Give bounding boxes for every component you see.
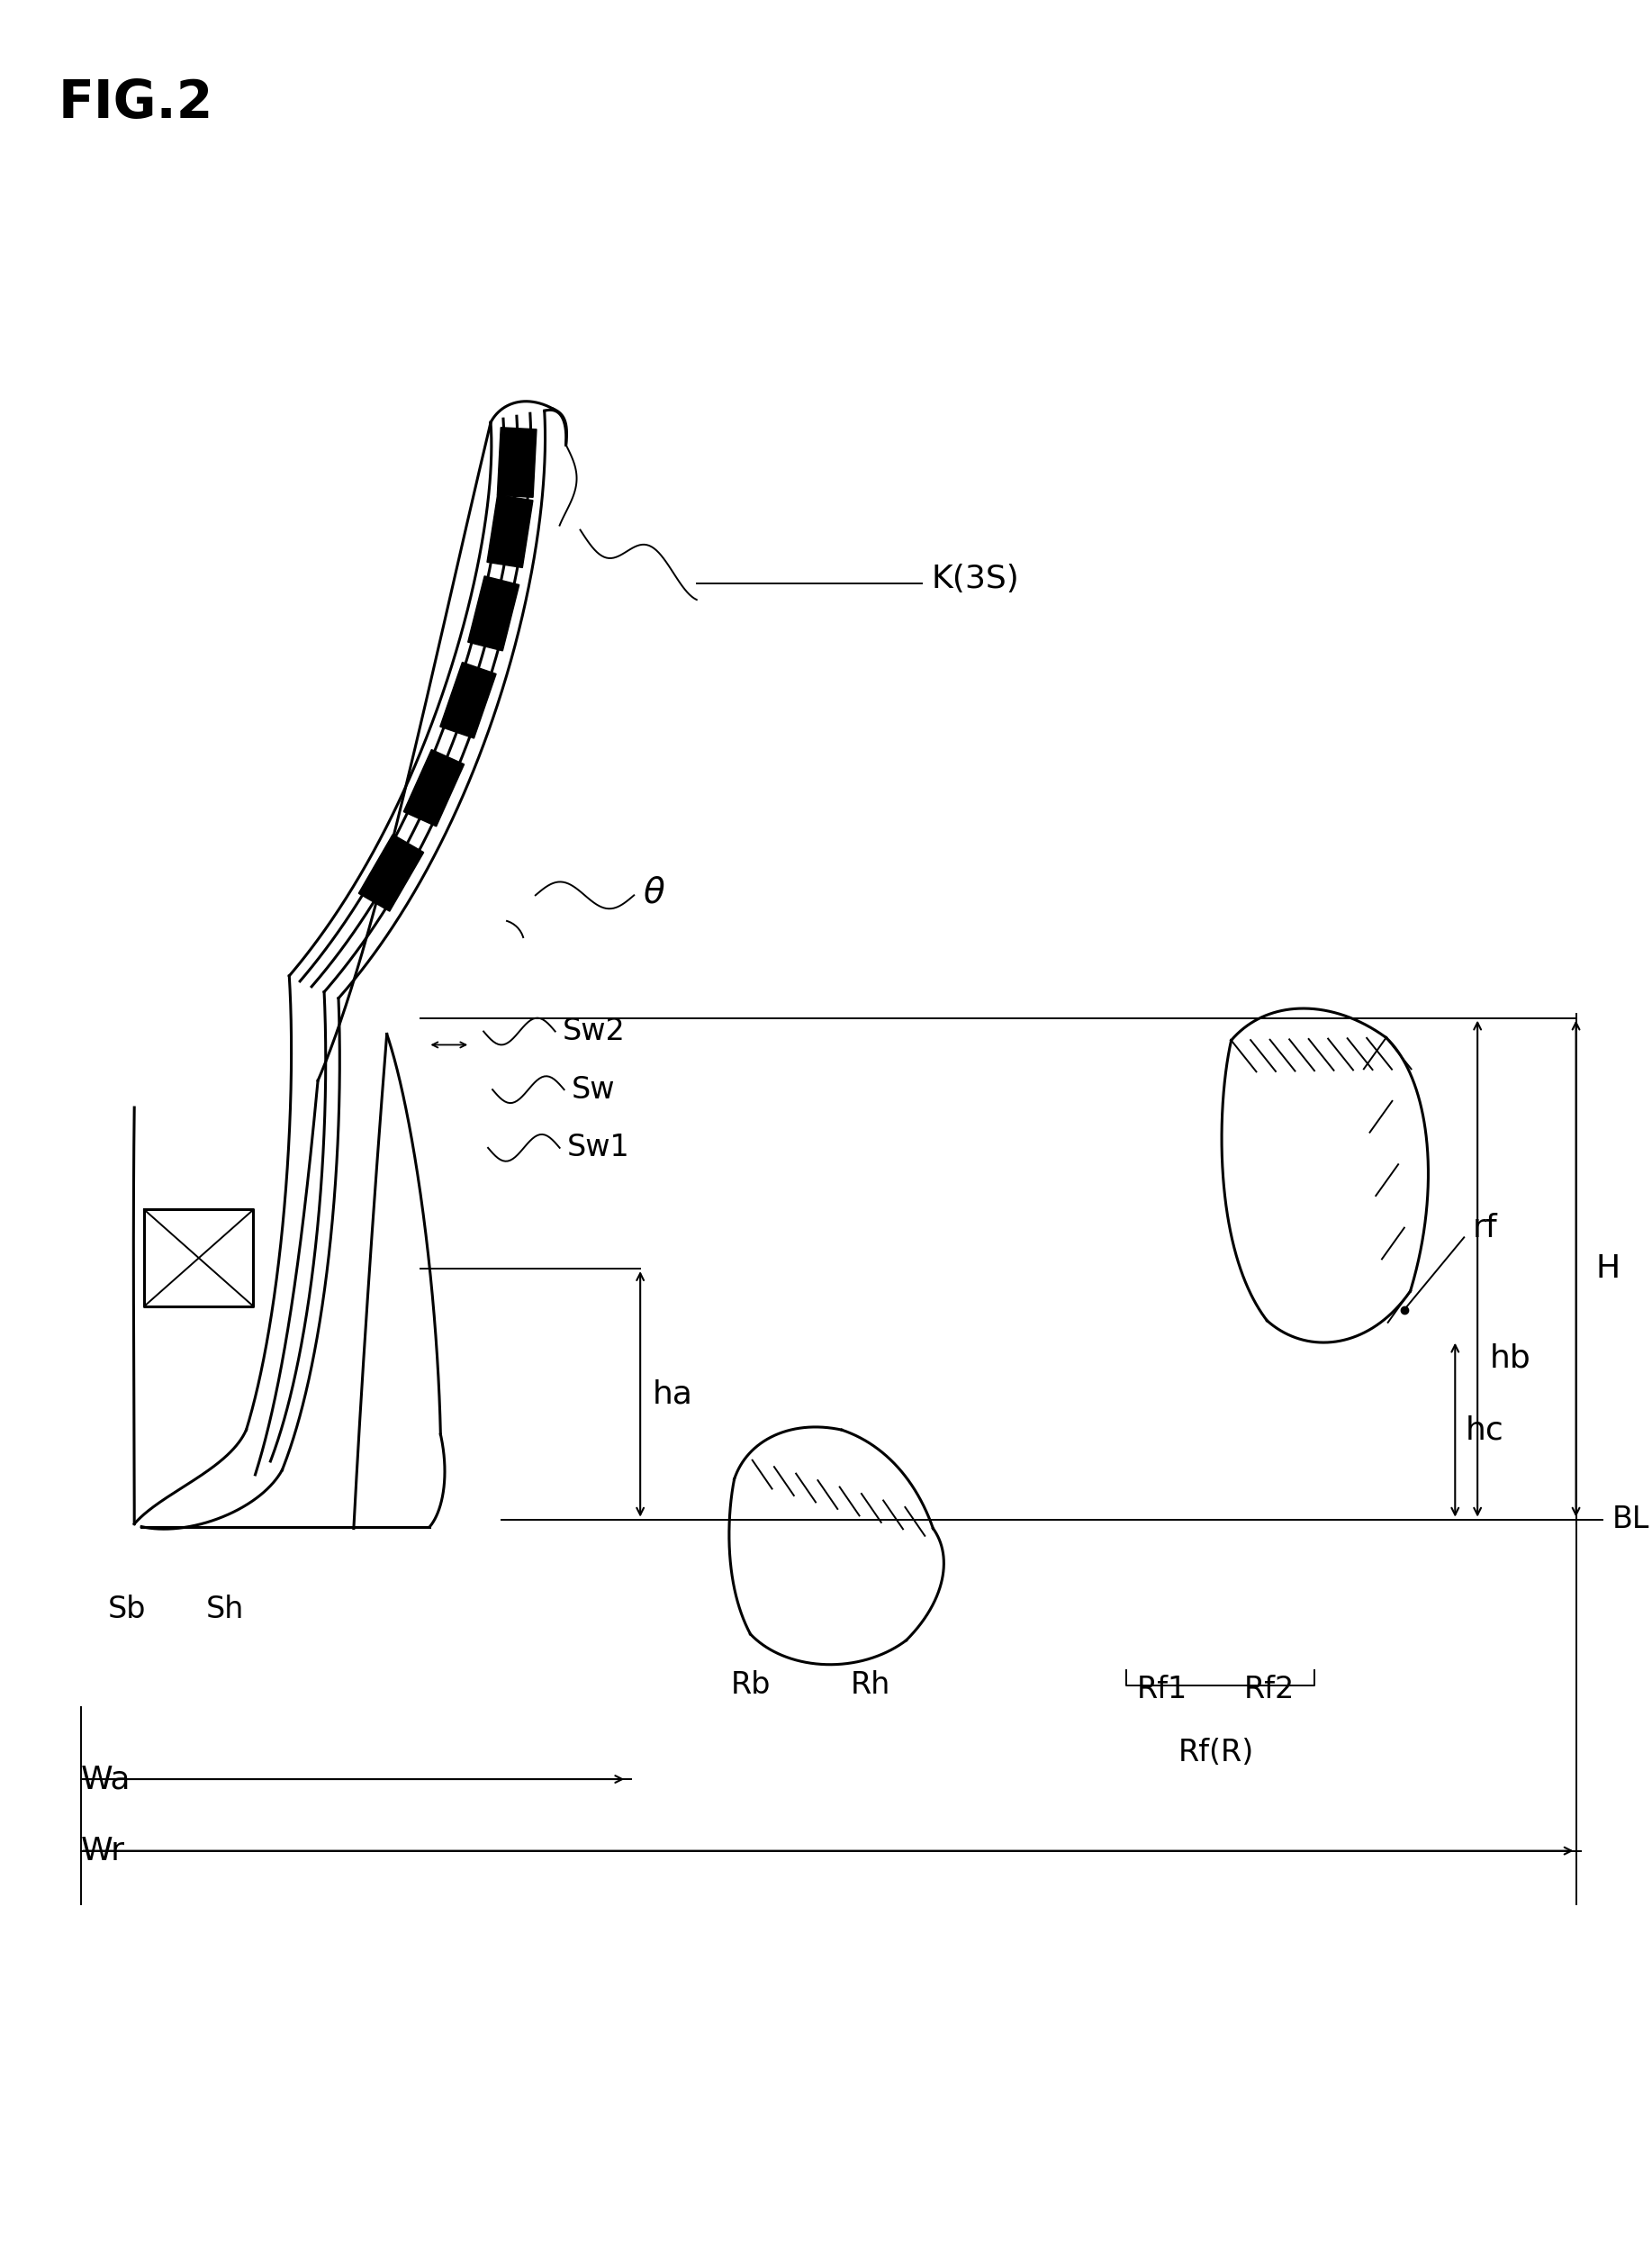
Polygon shape [487,495,534,567]
Text: Rb: Rb [730,1670,770,1701]
Text: θ: θ [643,876,664,910]
Text: Sw1: Sw1 [567,1134,629,1163]
Text: Rf2: Rf2 [1244,1674,1295,1705]
Text: K(3S): K(3S) [932,565,1019,594]
Text: FIG.2: FIG.2 [58,78,213,130]
Text: Sw: Sw [572,1076,615,1105]
Text: rf: rf [1474,1212,1498,1244]
Text: Sb: Sb [107,1593,145,1625]
Polygon shape [358,834,423,912]
Text: BL: BL [1612,1504,1649,1535]
Text: H: H [1596,1253,1621,1284]
Text: Rh: Rh [851,1670,890,1701]
Polygon shape [497,428,537,498]
Polygon shape [439,663,496,737]
Text: Rf1: Rf1 [1137,1674,1188,1705]
Text: Sw2: Sw2 [562,1017,624,1047]
Text: Sh: Sh [206,1593,244,1625]
Polygon shape [403,751,464,827]
Text: Rf(R): Rf(R) [1178,1737,1254,1768]
Text: Wa: Wa [81,1764,131,1795]
Polygon shape [468,576,519,650]
Text: ha: ha [653,1378,694,1410]
Text: hb: hb [1490,1342,1531,1374]
Text: Wr: Wr [81,1835,124,1867]
Text: hc: hc [1465,1414,1505,1445]
